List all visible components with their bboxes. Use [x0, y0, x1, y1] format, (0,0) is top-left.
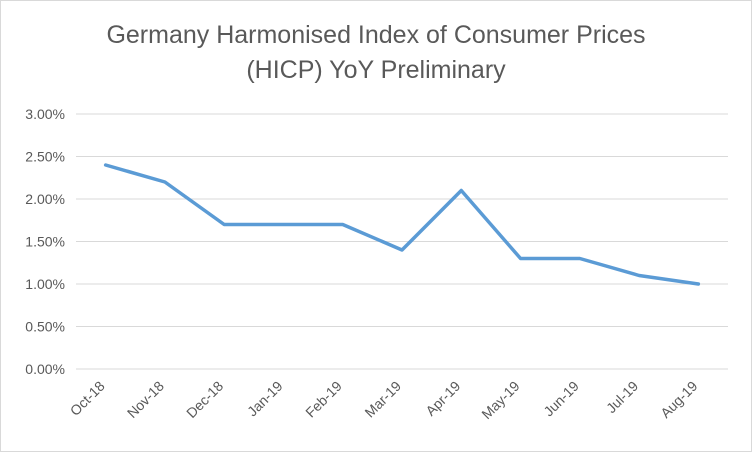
y-tick-label: 0.50% [25, 319, 65, 335]
x-tick-label: Jun-19 [540, 378, 582, 420]
y-tick-label: 3.00% [25, 106, 65, 122]
x-tick-label: Aug-19 [657, 378, 700, 421]
x-tick-label: May-19 [478, 378, 522, 422]
x-tick-label: Jul-19 [603, 378, 641, 416]
x-tick-label: Nov-18 [124, 378, 167, 421]
y-tick-label: 0.00% [25, 361, 65, 377]
x-tick-label: Apr-19 [422, 378, 463, 419]
x-tick-label: Jan-19 [244, 378, 286, 420]
chart-title-line-1: Germany Harmonised Index of Consumer Pri… [106, 21, 646, 49]
y-tick-label: 1.00% [25, 276, 65, 292]
chart-title-line-2: (HICP) YoY Preliminary [246, 56, 506, 84]
x-tick-label: Feb-19 [302, 378, 345, 421]
chart-title: Germany Harmonised Index of Consumer Pri… [0, 18, 752, 88]
y-tick-label: 1.50% [25, 234, 65, 250]
x-tick-label: Dec-18 [183, 378, 226, 421]
x-tick-label: Mar-19 [361, 378, 404, 421]
series-line [103, 163, 701, 286]
y-tick-label: 2.50% [25, 149, 65, 165]
x-tick-label: Oct-18 [67, 378, 108, 419]
y-tick-label: 2.00% [25, 191, 65, 207]
